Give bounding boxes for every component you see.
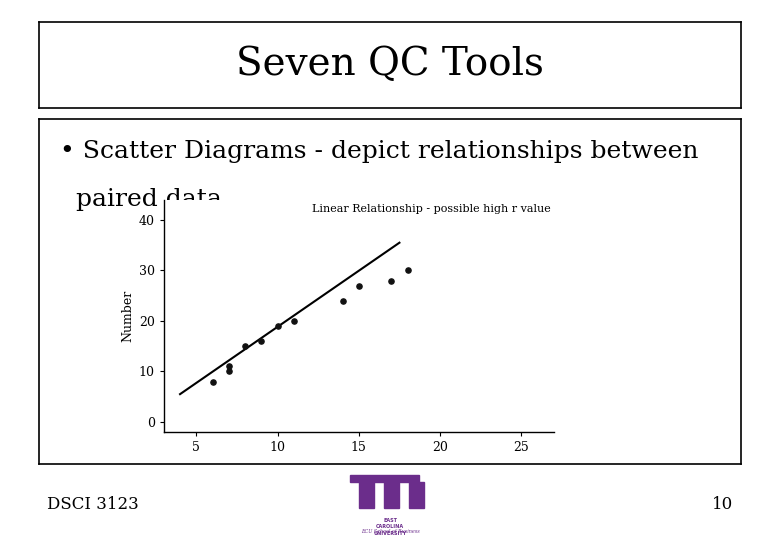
Bar [409,482,424,509]
Point [222,362,235,370]
Text: ECU School of Business: ECU School of Business [360,529,420,535]
Bar [384,482,399,509]
Text: • Scatter Diagrams - depict relationships between: • Scatter Diagrams - depict relationship… [60,139,699,163]
Text: EAST
CAROLINA
UNIVERSITY: EAST CAROLINA UNIVERSITY [374,517,406,536]
Y-axis label: Number: Number [122,290,135,342]
Text: 10: 10 [712,496,733,513]
Point [353,281,365,290]
Text: DSCI 3123: DSCI 3123 [47,496,139,513]
Text: Linear Relationship - possible high r value: Linear Relationship - possible high r va… [312,205,551,214]
Point [239,342,251,350]
Point [271,322,284,330]
Text: Seven QC Tools: Seven QC Tools [236,46,544,83]
Point [336,296,349,305]
Bar [359,482,374,509]
Point [222,367,235,376]
Point [206,377,218,386]
Text: paired data: paired data [60,188,222,211]
Point [401,266,413,275]
Bar [350,475,419,482]
Point [288,316,300,325]
Point [385,276,398,285]
Point [255,337,268,346]
